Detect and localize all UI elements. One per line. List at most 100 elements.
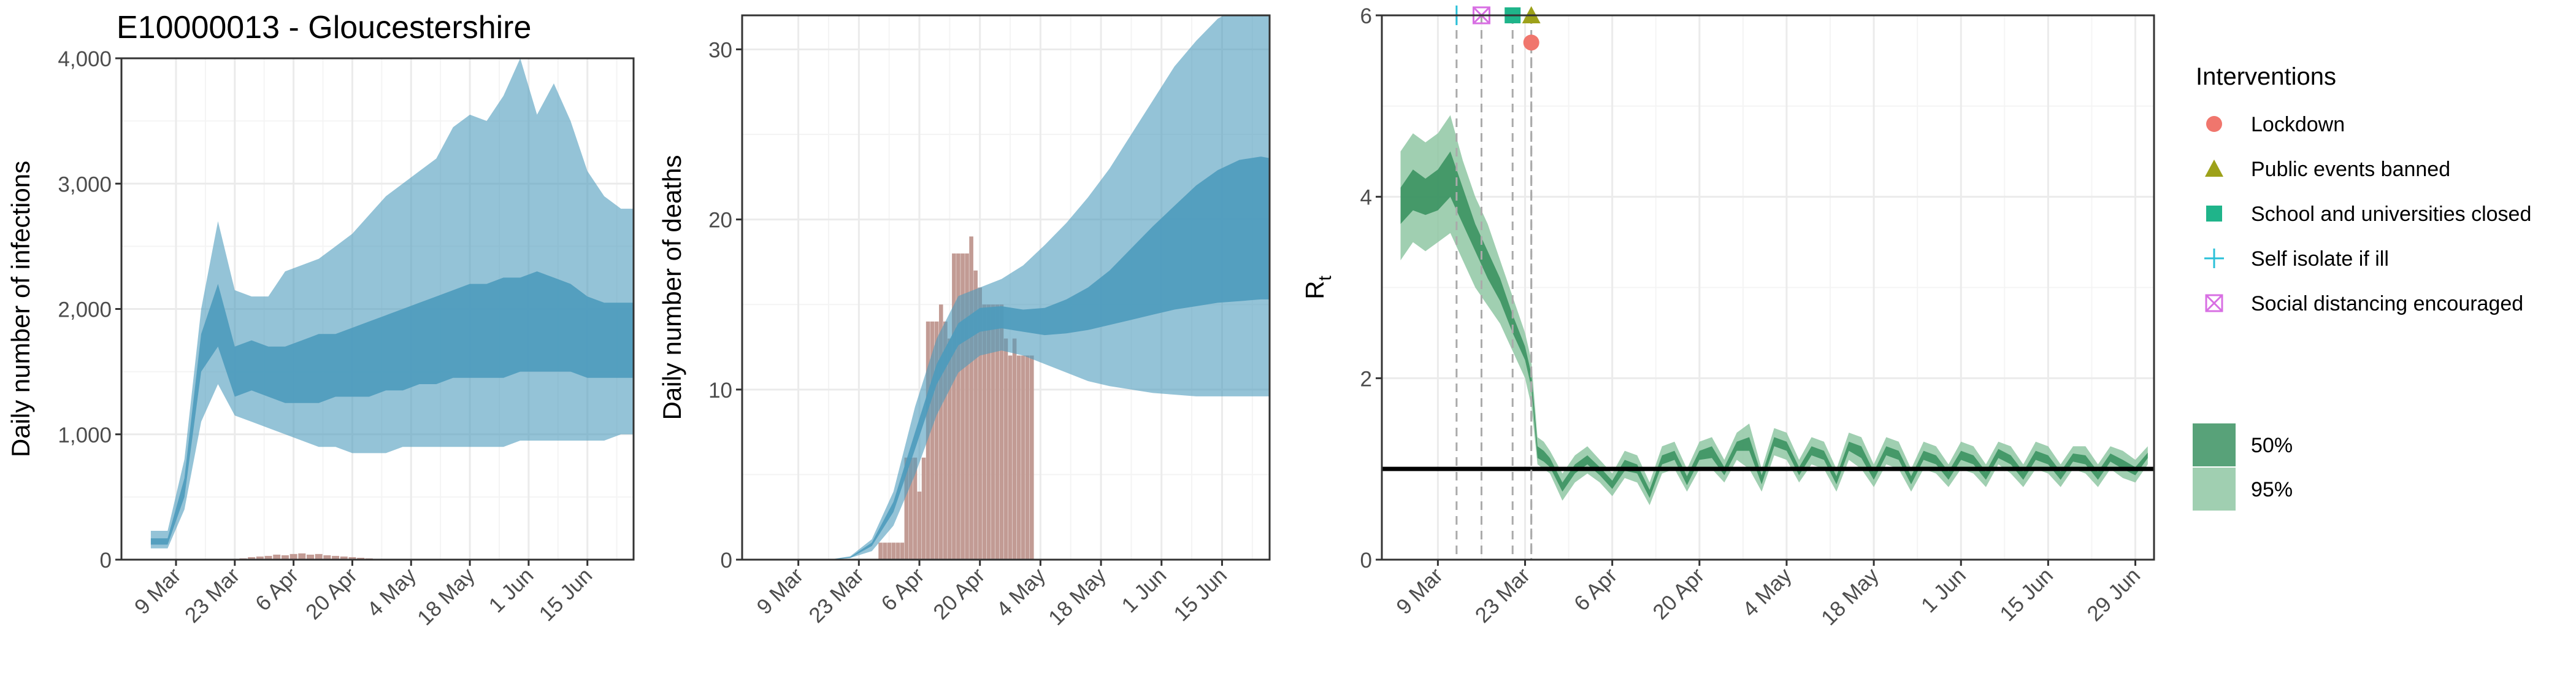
death-bar <box>960 253 965 560</box>
death-bar <box>887 542 891 560</box>
death-bar <box>895 542 900 560</box>
x-tick-label: 18 May <box>1817 563 1884 630</box>
rt-band-95 <box>1400 115 2148 506</box>
legend-item-label: Lockdown <box>2251 113 2345 136</box>
x-tick-label: 15 Jun <box>534 563 597 626</box>
x-tick-label: 9 Mar <box>1392 563 1447 619</box>
death-bar <box>982 304 987 560</box>
death-bar <box>948 338 952 560</box>
death-bar <box>1003 338 1008 560</box>
y-tick-label: 1,000 <box>58 423 112 447</box>
x-tick-label: 23 Mar <box>1471 563 1535 628</box>
y-axis-label-subscript: t <box>1315 276 1335 281</box>
case-bar <box>332 555 340 560</box>
death-bar <box>986 304 991 560</box>
case-bar <box>289 554 297 560</box>
legend-marker <box>2205 160 2223 177</box>
x-tick-label: 4 May <box>362 563 421 622</box>
y-tick-label: 4 <box>1360 186 1372 210</box>
death-bar <box>991 304 995 560</box>
intervention-marker <box>1523 34 1539 51</box>
death-bar <box>999 304 1004 560</box>
y-tick-label: 2 <box>1360 367 1372 391</box>
x-tick-label: 6 Apr <box>251 563 304 616</box>
x-tick-label: 20 Apr <box>301 563 362 624</box>
death-bar <box>1016 355 1021 560</box>
death-bar <box>917 492 922 560</box>
plot-area <box>742 15 1270 560</box>
legend-ci-label: 50% <box>2251 434 2293 457</box>
infection-band-95 <box>150 58 634 549</box>
death-bar <box>930 321 935 560</box>
x-tick-label: 1 Jun <box>1117 563 1171 617</box>
x-tick-label: 20 Apr <box>1648 563 1709 624</box>
y-tick-label: 20 <box>708 209 732 233</box>
death-bar <box>921 457 926 560</box>
death-bar <box>973 270 978 560</box>
x-tick-label: 6 Apr <box>876 563 929 616</box>
legend-marker <box>2206 116 2222 132</box>
infection-band-50 <box>150 271 634 545</box>
y-tick-label: 0 <box>721 549 732 573</box>
legend-item-label: Social distancing encouraged <box>2251 292 2523 315</box>
y-tick-label: 10 <box>708 379 732 403</box>
legend-ci-swatch <box>2193 468 2236 511</box>
x-tick-label: 4 May <box>1738 563 1796 622</box>
death-bar <box>883 542 887 560</box>
y-axis-label: Daily number of infections <box>6 161 35 457</box>
plot-border <box>741 14 1271 561</box>
death-bar <box>965 253 969 560</box>
legend-marker <box>2204 249 2224 268</box>
legend: Interventions Lockdown Public events bann… <box>2193 63 2531 511</box>
legend-ci-swatch <box>2193 423 2236 466</box>
x-tick-label: 9 Mar <box>130 563 186 619</box>
deaths-band-95 <box>742 15 1270 560</box>
plot-area <box>1382 15 2154 560</box>
x-tick-label: 1 Jun <box>484 563 538 617</box>
case-bar <box>323 555 331 560</box>
case-bar <box>248 557 256 560</box>
legend-item-label: Public events banned <box>2251 158 2450 181</box>
x-tick-label: 20 Apr <box>929 563 989 624</box>
legend-item-label: School and universities closed <box>2251 203 2531 226</box>
y-tick-label: 0 <box>100 549 112 573</box>
death-bar <box>878 542 883 560</box>
case-bar <box>315 554 323 560</box>
y-tick-label: 2,000 <box>58 298 112 322</box>
y-tick-label: 0 <box>1360 549 1372 573</box>
y-tick-label: 3,000 <box>58 172 112 196</box>
case-bar <box>264 555 272 560</box>
x-tick-label: 15 Jun <box>1995 563 2058 626</box>
death-bar <box>908 457 913 560</box>
death-bar <box>913 457 918 560</box>
chart-title: E10000013 - Gloucestershire <box>117 10 531 45</box>
case-bar <box>298 553 306 560</box>
x-tick-label: 6 Apr <box>1570 563 1622 616</box>
legend-title: Interventions <box>2196 63 2336 90</box>
x-tick-label: 4 May <box>992 563 1050 622</box>
case-bar <box>306 554 314 560</box>
plot-border <box>120 57 635 561</box>
plot-border <box>1381 14 2155 561</box>
case-bar <box>256 556 264 560</box>
panel-rt: 0 2 4 6 9 Mar 23 Mar 6 Apr 20 Apr 4 May 18 May 1 J… <box>1300 4 2155 630</box>
death-bar <box>995 304 1000 560</box>
legend-item-label: Self isolate if ill <box>2251 247 2389 271</box>
legend-ci-label: 95% <box>2251 478 2293 501</box>
y-tick-label: 4,000 <box>58 47 112 71</box>
deaths-band-50 <box>742 156 1270 560</box>
case-bar <box>340 556 348 560</box>
death-bar <box>1025 355 1030 560</box>
y-tick-label: 30 <box>708 38 732 62</box>
death-bar <box>904 457 909 560</box>
death-bar <box>1012 338 1017 560</box>
death-bar <box>1029 355 1034 560</box>
death-bar <box>934 321 939 560</box>
death-bar <box>926 321 930 560</box>
y-axis-label: Rt <box>1300 276 1335 299</box>
death-bar <box>900 542 905 560</box>
case-bar <box>348 557 356 560</box>
